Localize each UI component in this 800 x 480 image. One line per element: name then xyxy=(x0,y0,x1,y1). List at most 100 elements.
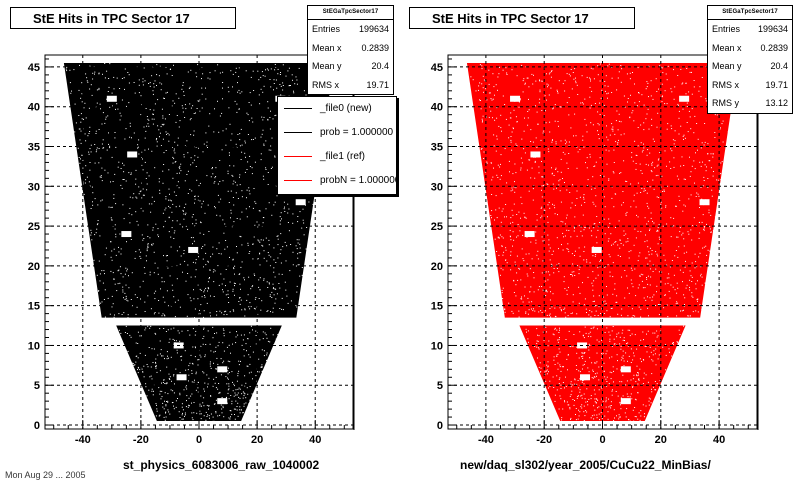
hit-gap xyxy=(613,381,614,383)
hit-gap xyxy=(188,380,189,382)
hit-gap xyxy=(613,370,614,372)
hit-gap xyxy=(241,91,243,93)
hit-gap xyxy=(228,398,230,400)
hit-gap xyxy=(249,363,251,365)
hit-gap xyxy=(538,286,540,288)
hit-gap xyxy=(235,336,237,338)
hit-gap xyxy=(536,340,538,342)
hit-gap xyxy=(609,222,611,224)
hit-gap xyxy=(233,385,235,387)
hit-gap xyxy=(597,111,599,113)
hit-gap xyxy=(98,290,99,292)
hit-gap xyxy=(128,172,130,174)
hit-gap xyxy=(150,325,152,327)
hit-gap xyxy=(585,332,587,334)
hit-gap xyxy=(109,313,111,315)
hit-gap xyxy=(214,350,216,352)
hit-gap xyxy=(121,99,123,101)
hit-gap xyxy=(539,80,541,82)
hit-gap xyxy=(199,410,201,412)
hit-gap xyxy=(86,80,88,82)
hit-gap xyxy=(586,259,588,261)
hit-gap xyxy=(521,296,522,298)
hit-gap xyxy=(605,75,607,77)
hit-gap xyxy=(651,171,653,173)
hit-gap xyxy=(614,283,616,285)
hit-gap xyxy=(639,276,641,277)
hit-gap xyxy=(491,99,493,101)
hit-gap xyxy=(104,77,106,79)
hit-gap xyxy=(524,286,526,288)
hit-gap xyxy=(700,147,702,149)
hit-gap xyxy=(182,210,184,212)
hit-gap xyxy=(630,267,632,269)
hit-gap xyxy=(581,394,583,396)
hit-gap xyxy=(188,365,190,367)
hit-gap xyxy=(259,241,261,243)
hit-gap xyxy=(244,393,246,395)
hit-gap xyxy=(151,378,153,380)
hit-gap xyxy=(590,336,592,338)
hit-gap xyxy=(619,402,621,404)
hit-gap xyxy=(655,175,657,177)
hit-gap xyxy=(518,267,520,269)
hit-gap xyxy=(551,172,553,174)
hit-gap xyxy=(238,370,240,372)
hit-gap xyxy=(483,91,484,93)
hit-gap xyxy=(510,222,511,224)
hit-gap xyxy=(111,219,113,221)
hit-gap xyxy=(534,346,536,347)
hit-gap xyxy=(680,125,682,127)
hit-gap xyxy=(123,179,125,180)
hit-gap xyxy=(654,389,656,391)
hit-gap xyxy=(189,86,191,88)
hit-gap xyxy=(267,310,269,312)
hit-gap xyxy=(578,357,580,359)
hit-gap xyxy=(83,118,84,120)
hit-gap xyxy=(630,94,631,96)
hit-gap xyxy=(210,350,212,352)
hit-gap xyxy=(678,329,680,331)
hit-gap xyxy=(545,370,547,372)
hit-gap xyxy=(212,246,214,248)
hit-gap xyxy=(618,120,620,122)
hit-gap xyxy=(166,382,168,384)
hit-gap xyxy=(706,223,707,225)
hit-gap xyxy=(500,175,502,177)
hit-gap xyxy=(164,392,166,394)
hit-gap xyxy=(191,370,193,372)
hit-gap xyxy=(238,67,240,69)
hit-gap xyxy=(235,394,237,396)
hit-gap xyxy=(661,101,663,103)
hit-gap xyxy=(533,277,535,279)
hit-gap xyxy=(148,175,150,177)
hit-gap xyxy=(628,257,630,259)
hit-gap xyxy=(552,107,554,109)
hit-gap xyxy=(236,252,238,254)
hit-gap xyxy=(590,67,592,69)
hit-gap xyxy=(589,86,591,88)
hit-gap xyxy=(677,287,679,289)
hit-gap xyxy=(171,402,173,404)
hit-gap xyxy=(203,266,204,268)
hit-gap xyxy=(296,79,298,81)
hit-gap xyxy=(531,301,533,303)
hit-gap xyxy=(504,216,505,218)
hit-gap xyxy=(594,376,596,378)
hit-gap xyxy=(153,200,155,202)
hit-gap xyxy=(576,235,578,237)
hit-gap xyxy=(594,300,595,302)
hit-gap xyxy=(544,290,546,292)
hit-gap xyxy=(579,391,581,393)
hit-gap xyxy=(629,72,631,74)
hit-gap xyxy=(494,238,496,240)
hit-gap xyxy=(677,75,679,76)
hit-gap xyxy=(668,277,670,279)
hit-gap xyxy=(588,333,590,335)
hit-gap xyxy=(203,316,204,318)
hit-gap xyxy=(595,205,597,207)
hit-gap xyxy=(167,355,168,357)
hit-gap xyxy=(174,230,176,232)
hit-gap xyxy=(258,279,260,281)
hit-gap xyxy=(158,75,160,77)
